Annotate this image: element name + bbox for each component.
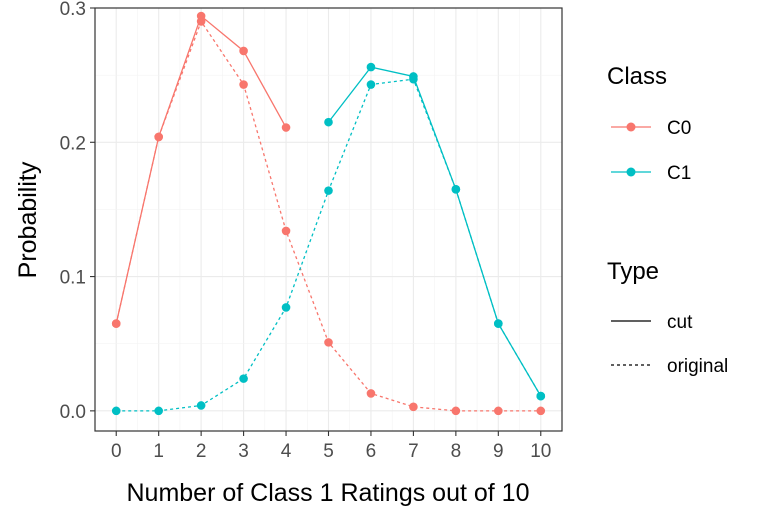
x-tick-label: 7 <box>408 441 419 462</box>
axes: 0 1 2 3 4 5 6 7 8 9 10 0.0 0.1 0.2 0.3 <box>60 0 552 462</box>
legend-item-c1: C1 <box>611 163 691 184</box>
legend-label-original: original <box>667 356 728 377</box>
legend-title-class: Class <box>607 63 667 90</box>
data-point-c1-original <box>196 401 206 410</box>
x-tick-label: 8 <box>451 441 462 462</box>
x-axis-title: Number of Class 1 Ratings out of 10 <box>127 479 530 507</box>
data-point-c1-cut <box>366 62 376 72</box>
legend-label-c0: C0 <box>667 118 691 139</box>
data-point-c0-original <box>409 402 418 412</box>
legend-title-type: Type <box>607 258 659 285</box>
data-point-c0-original <box>196 17 206 26</box>
x-tick-label: 0 <box>111 441 122 462</box>
x-tick-label: 10 <box>530 441 551 462</box>
data-point-c1-original <box>281 303 291 312</box>
data-point-c1-original <box>494 319 503 328</box>
y-tick-label: 0.3 <box>60 0 86 20</box>
data-point-c1-original <box>451 184 461 194</box>
x-tick-label: 4 <box>281 441 292 462</box>
legend-label-cut: cut <box>667 312 693 333</box>
data-point-c0-original <box>239 80 248 89</box>
x-tick-label: 2 <box>196 441 207 462</box>
data-point-c1-cut <box>324 117 333 127</box>
data-point-c0-original <box>324 338 333 347</box>
data-point-c1-original <box>536 391 546 401</box>
legend-key-point-c0 <box>626 122 636 132</box>
y-tick-label: 0.2 <box>60 133 86 154</box>
x-tick-label: 1 <box>153 441 164 462</box>
legend-label-c1: C1 <box>667 163 691 184</box>
y-axis-title: Probability <box>14 161 42 278</box>
x-tick-label: 6 <box>366 441 377 462</box>
data-point-c0-cut <box>281 123 291 132</box>
data-point-c0-original <box>536 406 546 416</box>
x-tick-label: 9 <box>493 441 504 462</box>
data-point-c0-original <box>366 389 376 398</box>
data-point-c1-original <box>409 74 418 84</box>
data-point-c0-original <box>111 319 121 328</box>
legend-item-cut: cut <box>611 312 693 333</box>
legend-item-original: original <box>611 356 728 377</box>
legend-key-point-c1 <box>626 167 636 177</box>
data-point-c0-original <box>154 132 163 142</box>
x-tick-label: 3 <box>238 441 249 462</box>
data-point-c1-original <box>154 406 163 416</box>
data-point-c0-cut <box>239 46 248 56</box>
series-layer <box>111 11 546 416</box>
data-point-c0-original <box>281 226 291 236</box>
data-point-c0-original <box>451 406 461 416</box>
data-point-c1-original <box>111 406 121 416</box>
legend-item-c0: C0 <box>611 118 691 139</box>
series-line-c1-cut <box>327 66 542 397</box>
y-tick-label: 0.0 <box>60 402 86 423</box>
legend: Class C0 C1 Type cut original <box>607 63 728 377</box>
y-tick-label: 0.1 <box>60 268 86 289</box>
data-point-c1-original <box>239 374 248 383</box>
x-tick-label: 5 <box>323 441 334 462</box>
data-point-c1-original <box>366 80 376 89</box>
data-point-c1-original <box>324 186 333 195</box>
data-point-c0-original <box>494 406 503 416</box>
